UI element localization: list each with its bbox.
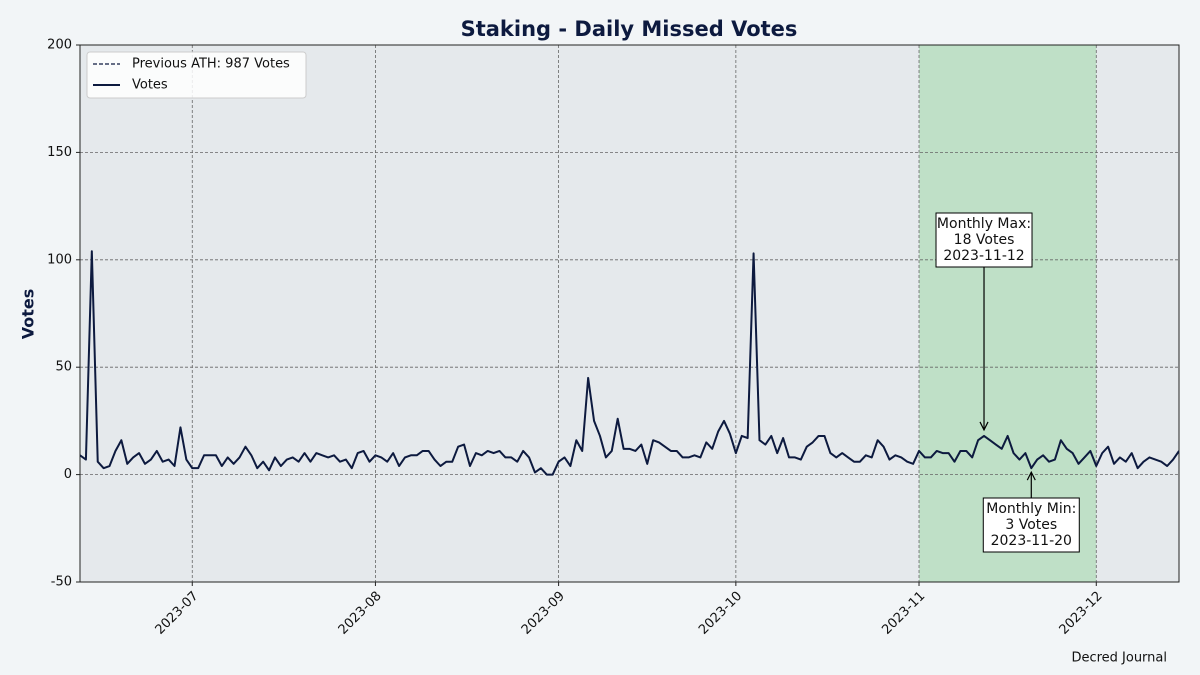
- y-axis-label: Votes: [19, 289, 38, 340]
- legend-label: Previous ATH: 987 Votes: [132, 57, 290, 72]
- annotation-text: 3 Votes: [1005, 517, 1057, 533]
- plot-frame: [79, 44, 1180, 583]
- annotation-arrowhead: [1026, 470, 1036, 481]
- y-tick-label: 150: [47, 145, 72, 160]
- chart-title: Staking - Daily Missed Votes: [461, 17, 798, 41]
- legend-label: Votes: [132, 78, 168, 93]
- annotation-text: 2023-11-12: [943, 248, 1024, 264]
- y-tick-label: 0: [64, 467, 72, 482]
- highlight-span: [919, 45, 1097, 582]
- annotation-arrowhead: [979, 421, 989, 432]
- annotation-box: [935, 212, 1033, 268]
- legend: Previous ATH: 987 Votes Votes: [86, 51, 307, 99]
- y-tick-label: -50: [51, 575, 72, 590]
- annotation-text: 2023-11-20: [991, 533, 1072, 549]
- annotation-text: 18 Votes: [954, 232, 1015, 248]
- annotation-text: Monthly Max:: [937, 216, 1031, 232]
- y-tick-label: 100: [47, 252, 72, 267]
- footer: Decred Journal: [1071, 651, 1167, 666]
- annotation-text: Monthly Min:: [986, 501, 1076, 517]
- data-line: [80, 250, 1179, 476]
- y-tick-label: 200: [47, 38, 72, 53]
- y-tick-label: 50: [55, 360, 72, 375]
- legend-box: [86, 51, 307, 99]
- annotation-box: [982, 497, 1080, 553]
